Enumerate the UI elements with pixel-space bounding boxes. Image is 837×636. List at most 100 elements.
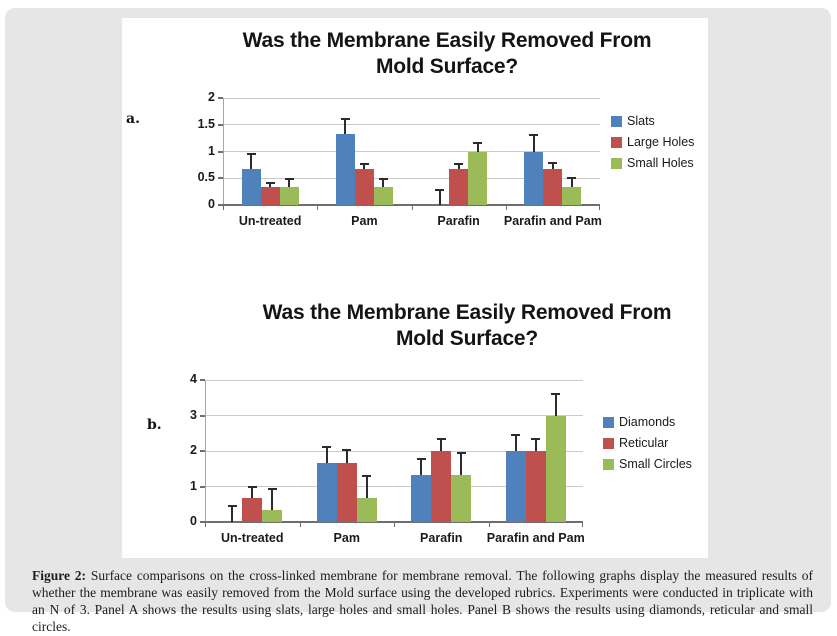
x-axis-tick-mark: [223, 205, 224, 210]
error-bar: [231, 506, 234, 522]
x-axis-category-label: Parafin: [420, 531, 463, 545]
legend-color-swatch: [603, 416, 614, 428]
error-bar: [269, 182, 272, 188]
error-bar-cap: [284, 178, 294, 181]
legend-series-label: Small Holes: [627, 156, 694, 170]
legend-color-swatch: [603, 437, 614, 449]
y-axis-tick-label: 0.5: [197, 170, 215, 185]
x-axis-category-label: Pam: [333, 531, 360, 545]
error-bar-cap: [548, 162, 558, 165]
x-axis-tick-mark: [394, 522, 395, 527]
error-bar: [551, 163, 554, 170]
y-axis-tick-mark: [218, 150, 223, 153]
legend-color-swatch: [603, 458, 614, 470]
figure-card: Was the Membrane Easily Removed From Mol…: [5, 8, 831, 634]
error-bar: [365, 476, 368, 499]
y-axis-tick-label: 1: [208, 143, 215, 158]
error-bar-cap: [531, 437, 541, 440]
bar-diamonds: [411, 474, 432, 522]
y-axis-tick-mark: [218, 97, 223, 99]
error-bar: [420, 458, 423, 475]
x-axis-category-label: Un-treated: [238, 214, 302, 228]
bar-large-holes: [354, 169, 374, 205]
error-bar: [457, 164, 460, 170]
error-bar: [440, 438, 443, 451]
panel-b-label: b.: [147, 417, 162, 433]
x-axis-category-label: Parafin and Pam: [486, 531, 585, 545]
error-bar-cap: [435, 189, 445, 192]
error-bar: [438, 190, 441, 205]
y-axis-tick-label: 0: [190, 514, 197, 528]
error-bar-cap: [322, 445, 332, 448]
error-bar: [345, 450, 348, 463]
y-axis-tick-mark: [218, 123, 223, 126]
y-axis-tick-mark: [200, 379, 205, 381]
gridline: [205, 415, 583, 416]
error-bar: [363, 164, 366, 170]
y-axis-tick-label: 4: [190, 372, 197, 386]
error-bar-cap: [342, 449, 352, 452]
y-axis-tick-mark: [200, 450, 205, 452]
panel-a-label: a.: [126, 111, 140, 127]
bar-small-holes: [562, 187, 582, 205]
x-axis-category-label: Pam: [351, 214, 378, 228]
error-bar: [460, 453, 463, 475]
error-bar-cap: [340, 117, 350, 120]
gridline: [223, 97, 600, 99]
x-axis-tick-mark: [205, 522, 206, 527]
x-axis-tick-mark: [488, 522, 490, 527]
y-axis-tick-mark: [200, 414, 205, 417]
panel-b-plot-area: 0 1 2 3 4 Un-treated Pam Parafin Parafin and Pam: [190, 372, 585, 545]
legend-series-label: Reticular: [619, 436, 669, 450]
gridline: [205, 450, 583, 452]
bar-slats: [335, 133, 355, 205]
x-axis-category-label: Un-treated: [220, 531, 284, 545]
error-bar-cap: [362, 475, 372, 478]
gridline: [205, 379, 583, 381]
error-bar: [570, 178, 573, 188]
error-bar: [344, 118, 347, 134]
legend-series-label: Diamonds: [619, 415, 676, 429]
error-bar: [288, 179, 291, 188]
error-bar-cap: [416, 457, 426, 460]
y-axis-tick-mark: [200, 521, 205, 523]
x-axis-tick-mark: [599, 205, 600, 210]
x-axis-category-label: Parafin and Pam: [503, 214, 602, 228]
x-axis-category-label: Parafin: [437, 214, 480, 228]
panel-b-title: Was the Membrane Easily Removed From Mol…: [262, 301, 672, 350]
bar-reticular: [242, 498, 263, 522]
panel-a-plot-area: 0 0.5 1 1.5 2 Un-treated Pam Parafin Parafin and…: [198, 90, 602, 228]
error-bar-cap: [227, 505, 237, 508]
x-axis-tick-mark: [411, 205, 413, 210]
legend-item: Small Circles: [603, 457, 692, 471]
bar-reticular: [431, 451, 452, 522]
error-bar-cap: [265, 181, 275, 184]
figure-image: Was the Membrane Easily Removed From Mol…: [122, 18, 708, 558]
error-bar: [325, 446, 328, 463]
error-bar: [250, 154, 253, 170]
error-bar-cap: [511, 434, 521, 437]
caption-text: Surface comparisons on the cross-linked …: [32, 568, 813, 634]
y-axis-tick-label: 1.5: [197, 116, 215, 131]
error-bar: [251, 486, 254, 499]
x-axis-tick-mark: [317, 205, 319, 210]
bar-reticular: [336, 462, 357, 522]
error-bar: [476, 143, 479, 152]
legend-item: Diamonds: [603, 415, 692, 429]
error-bar-cap: [456, 452, 466, 455]
error-bar: [534, 438, 537, 451]
panel-a-title: Was the Membrane Easily Removed From Mol…: [242, 29, 652, 78]
error-bar: [532, 135, 535, 152]
x-axis-tick-mark: [505, 205, 507, 210]
bar-large-holes: [543, 169, 563, 205]
error-bar: [271, 489, 274, 511]
gridline: [223, 151, 600, 152]
bar-small-holes: [373, 187, 393, 205]
legend-color-swatch: [611, 157, 622, 169]
legend-item: Slats: [611, 114, 694, 128]
gridline: [223, 124, 600, 126]
y-axis-tick-mark: [200, 485, 205, 488]
bar-slats: [524, 151, 544, 205]
error-bar-cap: [436, 437, 446, 440]
y-axis-line: [223, 98, 224, 205]
